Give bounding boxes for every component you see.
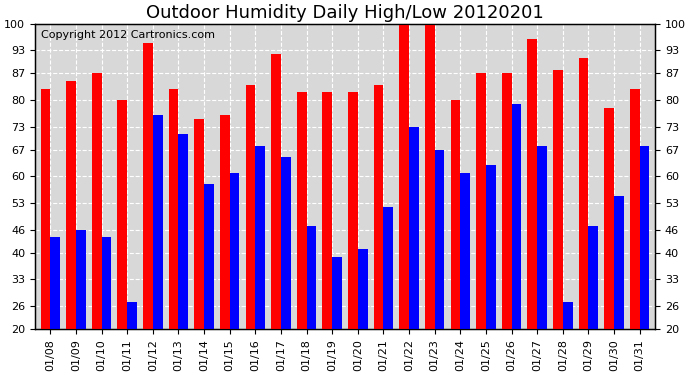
Bar [358,249,368,329]
Bar [511,104,522,329]
Bar [152,116,163,329]
Bar [630,88,640,329]
Bar [76,230,86,329]
Bar [374,85,384,329]
Bar [476,74,486,329]
Bar [41,88,50,329]
Bar [486,165,495,329]
Bar [297,92,306,329]
Bar [143,43,152,329]
Bar [92,74,101,329]
Bar [384,207,393,329]
Bar [220,116,230,329]
Bar [425,24,435,329]
Bar [460,172,470,329]
Bar [168,88,179,329]
Bar [204,184,214,329]
Bar [409,127,419,329]
Bar [604,108,614,329]
Bar [553,69,563,329]
Bar [502,74,511,329]
Bar [451,100,460,329]
Bar [271,54,281,329]
Bar [50,237,60,329]
Bar [400,24,409,329]
Bar [614,195,624,329]
Bar [246,85,255,329]
Bar [179,134,188,329]
Bar [589,226,598,329]
Bar [127,302,137,329]
Bar [579,58,589,329]
Bar [332,256,342,329]
Text: Copyright 2012 Cartronics.com: Copyright 2012 Cartronics.com [41,30,215,40]
Bar [322,92,332,329]
Bar [195,119,204,329]
Bar [230,172,239,329]
Bar [563,302,573,329]
Bar [640,146,649,329]
Bar [101,237,111,329]
Bar [117,100,127,329]
Title: Outdoor Humidity Daily High/Low 20120201: Outdoor Humidity Daily High/Low 20120201 [146,4,544,22]
Bar [538,146,547,329]
Bar [348,92,358,329]
Bar [281,158,290,329]
Bar [527,39,538,329]
Bar [255,146,265,329]
Bar [66,81,76,329]
Bar [306,226,316,329]
Bar [435,150,444,329]
